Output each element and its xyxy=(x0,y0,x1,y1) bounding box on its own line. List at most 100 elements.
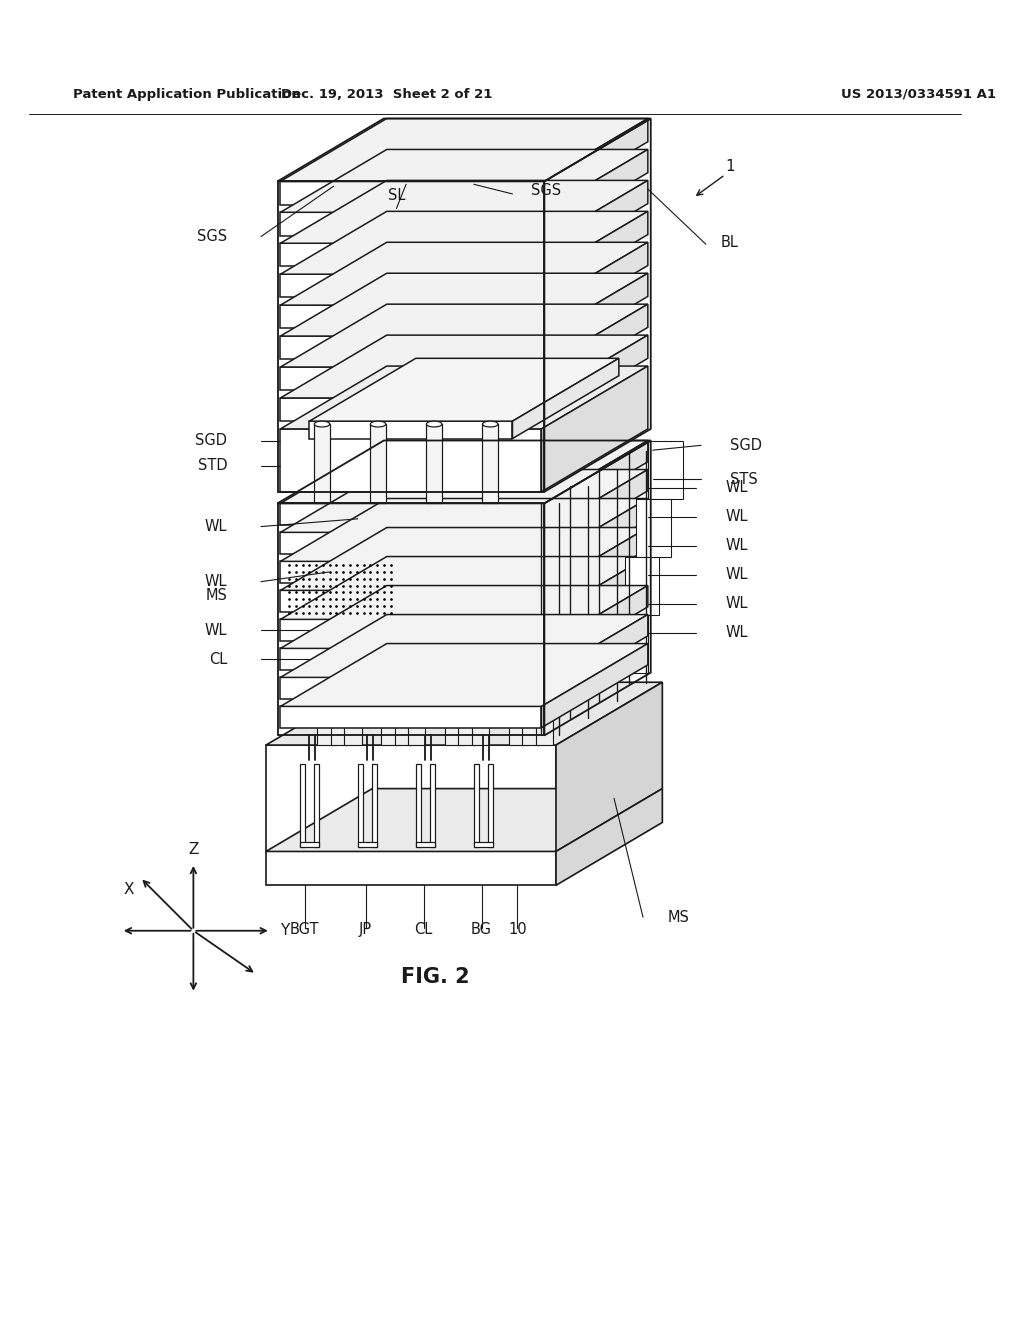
Polygon shape xyxy=(542,470,648,553)
Ellipse shape xyxy=(522,488,540,492)
Polygon shape xyxy=(281,366,648,429)
Polygon shape xyxy=(542,615,648,698)
Polygon shape xyxy=(542,304,648,391)
Polygon shape xyxy=(542,181,648,267)
Polygon shape xyxy=(266,682,663,744)
Text: SGS: SGS xyxy=(531,182,561,198)
Ellipse shape xyxy=(459,488,476,492)
Polygon shape xyxy=(281,561,542,582)
Polygon shape xyxy=(281,181,648,243)
Text: JP: JP xyxy=(359,923,372,937)
Polygon shape xyxy=(416,842,435,846)
Polygon shape xyxy=(556,682,663,851)
Ellipse shape xyxy=(394,488,412,492)
Text: Y: Y xyxy=(280,923,289,939)
Polygon shape xyxy=(357,842,377,846)
Polygon shape xyxy=(613,615,648,673)
Polygon shape xyxy=(266,744,556,851)
Polygon shape xyxy=(281,615,648,677)
Text: WL: WL xyxy=(725,539,748,553)
Polygon shape xyxy=(482,424,498,503)
Polygon shape xyxy=(556,788,663,886)
Polygon shape xyxy=(472,483,489,744)
Polygon shape xyxy=(281,532,542,553)
Ellipse shape xyxy=(381,496,398,500)
Polygon shape xyxy=(542,644,648,727)
Polygon shape xyxy=(357,764,362,846)
Text: Patent Application Publication: Patent Application Publication xyxy=(73,88,300,100)
Ellipse shape xyxy=(314,421,330,426)
Polygon shape xyxy=(281,243,542,267)
Polygon shape xyxy=(542,557,648,640)
Ellipse shape xyxy=(371,421,386,426)
Polygon shape xyxy=(281,677,542,698)
Ellipse shape xyxy=(331,488,348,492)
Text: MS: MS xyxy=(206,587,227,603)
Polygon shape xyxy=(281,211,648,275)
Polygon shape xyxy=(542,119,648,205)
Polygon shape xyxy=(300,842,319,846)
Text: X: X xyxy=(123,882,134,896)
Ellipse shape xyxy=(426,421,442,426)
Polygon shape xyxy=(371,424,386,503)
Polygon shape xyxy=(281,149,648,213)
Polygon shape xyxy=(444,499,462,744)
Polygon shape xyxy=(512,358,618,438)
Text: WL: WL xyxy=(205,574,227,589)
Text: FIG. 2: FIG. 2 xyxy=(400,968,469,987)
Polygon shape xyxy=(542,366,648,492)
Text: STS: STS xyxy=(730,471,758,487)
Text: WL: WL xyxy=(725,626,748,640)
Polygon shape xyxy=(474,764,478,846)
Polygon shape xyxy=(542,211,648,297)
Polygon shape xyxy=(281,367,542,391)
Polygon shape xyxy=(281,499,648,561)
Polygon shape xyxy=(625,557,659,615)
Ellipse shape xyxy=(536,480,553,484)
Polygon shape xyxy=(281,304,648,367)
Polygon shape xyxy=(331,491,348,744)
Polygon shape xyxy=(281,275,542,297)
Polygon shape xyxy=(281,273,648,337)
Polygon shape xyxy=(281,429,542,492)
Polygon shape xyxy=(542,528,648,611)
Text: SGS: SGS xyxy=(197,228,227,244)
Text: 10: 10 xyxy=(508,923,526,937)
Polygon shape xyxy=(281,644,648,706)
Text: WL: WL xyxy=(725,597,748,611)
Polygon shape xyxy=(373,764,377,846)
Ellipse shape xyxy=(344,480,361,484)
Polygon shape xyxy=(275,177,663,890)
Polygon shape xyxy=(542,243,648,329)
Text: CL: CL xyxy=(209,652,227,667)
Text: WL: WL xyxy=(205,623,227,638)
Polygon shape xyxy=(281,648,542,669)
Polygon shape xyxy=(509,499,526,744)
Text: WL: WL xyxy=(725,510,748,524)
Text: STD: STD xyxy=(198,458,227,473)
Polygon shape xyxy=(281,528,648,590)
Text: MS: MS xyxy=(668,909,689,925)
Polygon shape xyxy=(381,499,398,744)
Text: WL: WL xyxy=(725,568,748,582)
Text: WL: WL xyxy=(725,480,748,495)
Polygon shape xyxy=(542,149,648,235)
Polygon shape xyxy=(408,483,425,744)
Ellipse shape xyxy=(408,480,425,484)
Text: SGD: SGD xyxy=(196,433,227,447)
Polygon shape xyxy=(281,213,542,235)
Polygon shape xyxy=(522,491,540,744)
Ellipse shape xyxy=(317,496,335,500)
Polygon shape xyxy=(648,441,683,499)
Ellipse shape xyxy=(444,496,462,500)
Polygon shape xyxy=(266,788,663,851)
Polygon shape xyxy=(300,764,304,846)
Polygon shape xyxy=(636,499,671,557)
Polygon shape xyxy=(416,764,421,846)
Polygon shape xyxy=(542,441,648,524)
Polygon shape xyxy=(542,586,648,669)
Polygon shape xyxy=(314,764,319,846)
Polygon shape xyxy=(281,335,648,397)
Polygon shape xyxy=(309,358,618,421)
Polygon shape xyxy=(281,243,648,305)
